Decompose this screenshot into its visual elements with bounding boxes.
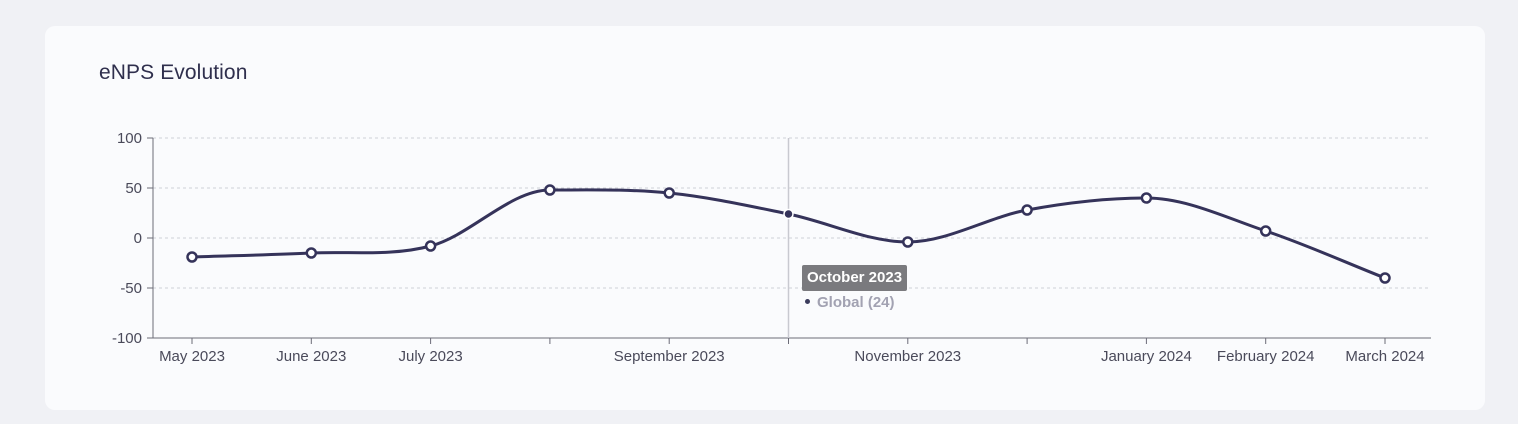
y-tick-label: 0 — [134, 230, 142, 247]
x-tick-label: November 2023 — [854, 348, 961, 365]
chart-title: eNPS Evolution — [99, 61, 248, 84]
data-point[interactable] — [424, 240, 437, 252]
data-point[interactable] — [1259, 225, 1272, 237]
data-point[interactable] — [1021, 204, 1033, 216]
x-tick-label: May 2023 — [159, 348, 225, 365]
data-point[interactable] — [902, 236, 914, 248]
x-tick-label: February 2024 — [1217, 348, 1315, 365]
data-points[interactable] — [186, 184, 1391, 284]
data-point[interactable] — [305, 247, 318, 259]
tooltip-entry-label: Global (24) — [817, 294, 895, 311]
x-tick-label: June 2023 — [276, 348, 346, 365]
gridlines — [153, 137, 1431, 289]
data-point[interactable] — [663, 187, 675, 199]
data-point[interactable] — [544, 184, 556, 196]
y-tick-label: -100 — [112, 330, 142, 347]
tooltip-title: October 2023 — [802, 265, 908, 291]
x-axis-ticks: May 2023 June 2023 July 2023 September 2023… — [159, 338, 1425, 365]
series-dot-icon — [805, 299, 810, 305]
tooltip-entry: Global (24) — [805, 294, 895, 311]
y-axis-ticks: 100 50 0 -50 -100 — [112, 130, 153, 347]
y-tick-label: 50 — [125, 180, 142, 197]
x-tick-label: January 2024 — [1101, 348, 1192, 365]
x-tick-label: July 2023 — [398, 348, 462, 365]
x-tick-label: September 2023 — [614, 348, 725, 365]
x-tick-label: March 2024 — [1345, 348, 1424, 365]
y-tick-label: -50 — [120, 280, 142, 297]
data-point[interactable] — [1379, 272, 1391, 284]
data-point[interactable] — [186, 251, 198, 263]
chart-card — [45, 26, 1485, 410]
data-point-active[interactable] — [783, 208, 794, 220]
data-point[interactable] — [1140, 192, 1153, 204]
y-tick-label: 100 — [117, 130, 142, 147]
